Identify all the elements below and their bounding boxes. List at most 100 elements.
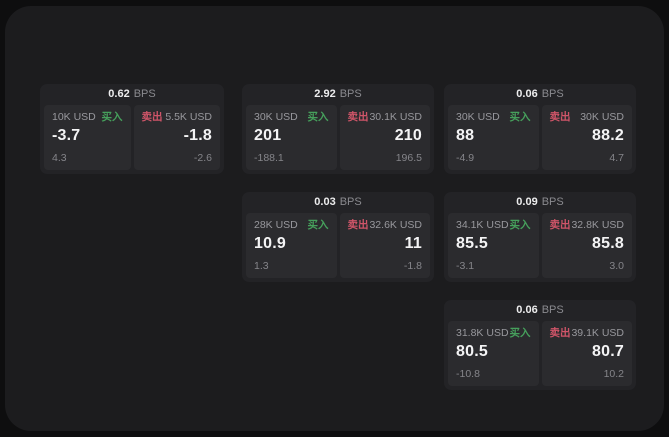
- buy-amount: 34.1K USD: [456, 219, 509, 231]
- sell-amount: 30K USD: [580, 111, 624, 123]
- bps-unit-label: BPS: [339, 88, 362, 100]
- sell-panel-top: 卖出 5.5K USD: [142, 112, 213, 123]
- quote-panels: 30K USD 买入 201 -188.1 卖出 30.1K USD 210 1…: [246, 105, 430, 170]
- buy-side-label: 买入: [101, 111, 123, 123]
- sell-amount: 30.1K USD: [369, 111, 422, 123]
- sell-sub-value: 3.0: [609, 259, 624, 272]
- sell-panel[interactable]: 卖出 5.5K USD -1.8 -2.6: [133, 105, 220, 170]
- buy-price: -3.7: [52, 126, 81, 144]
- buy-side-label: 买入: [509, 219, 531, 231]
- sell-amount: 32.8K USD: [571, 219, 624, 231]
- sell-side-label: 卖出: [347, 111, 369, 123]
- sell-price: -1.8: [183, 126, 212, 144]
- buy-panel[interactable]: 28K USD 买入 10.9 1.3: [246, 213, 337, 278]
- buy-price: 85.5: [456, 234, 488, 252]
- card-header: 0.06 BPS: [448, 84, 632, 105]
- buy-panel-top: 34.1K USD 买入: [456, 220, 531, 231]
- sell-sub-value: 196.5: [395, 151, 422, 164]
- buy-sub-value: -4.9: [456, 151, 475, 164]
- buy-amount: 30K USD: [254, 111, 298, 123]
- bps-unit-label: BPS: [133, 88, 156, 100]
- sell-side-label: 卖出: [549, 219, 571, 231]
- buy-sub-value: 1.3: [254, 259, 269, 272]
- buy-side-label: 买入: [509, 111, 531, 123]
- sell-side-label: 卖出: [549, 327, 571, 339]
- bps-value: 0.62: [108, 88, 130, 100]
- sell-price: 210: [394, 126, 422, 144]
- bps-unit-label: BPS: [541, 88, 564, 100]
- sell-panel[interactable]: 卖出 30K USD 88.2 4.7: [541, 105, 632, 170]
- buy-sub-value: 4.3: [52, 151, 67, 164]
- buy-amount: 10K USD: [52, 111, 96, 123]
- buy-panel-top: 28K USD 买入: [254, 220, 329, 231]
- card-header: 0.62 BPS: [44, 84, 220, 105]
- sell-panel-top: 卖出 30K USD: [550, 112, 625, 123]
- quote-card: 2.92 BPS 30K USD 买入 201 -188.1 卖出 30.1K …: [242, 84, 434, 174]
- buy-price: 88: [456, 126, 475, 144]
- buy-side-label: 买入: [307, 111, 329, 123]
- sell-sub-value: 10.2: [603, 367, 624, 380]
- sell-panel[interactable]: 卖出 32.6K USD 11 -1.8: [339, 213, 430, 278]
- bps-value: 0.09: [516, 196, 538, 208]
- buy-panel-top: 31.8K USD 买入: [456, 328, 531, 339]
- card-header: 0.03 BPS: [246, 192, 430, 213]
- bps-value: 0.03: [314, 196, 336, 208]
- buy-panel[interactable]: 30K USD 买入 201 -188.1: [246, 105, 337, 170]
- bps-unit-label: BPS: [541, 196, 564, 208]
- bps-value: 0.06: [516, 304, 538, 316]
- sell-price: 85.8: [592, 234, 624, 252]
- quote-card: 0.09 BPS 34.1K USD 买入 85.5 -3.1 卖出 32.8K…: [444, 192, 636, 282]
- sell-price: 11: [404, 234, 422, 252]
- buy-panel[interactable]: 10K USD 买入 -3.7 4.3: [44, 105, 131, 170]
- buy-amount: 31.8K USD: [456, 327, 509, 339]
- sell-price: 88.2: [592, 126, 624, 144]
- buy-sub-value: -10.8: [456, 367, 480, 380]
- quote-card: 0.62 BPS 10K USD 买入 -3.7 4.3 卖出 5.5K USD…: [40, 84, 224, 174]
- bps-unit-label: BPS: [541, 304, 564, 316]
- sell-panel-top: 卖出 39.1K USD: [550, 328, 625, 339]
- sell-sub-value: -1.8: [403, 259, 422, 272]
- sell-amount: 5.5K USD: [165, 111, 212, 123]
- sell-side-label: 卖出: [347, 219, 369, 231]
- buy-panel-top: 30K USD 买入: [456, 112, 531, 123]
- sell-sub-value: -2.6: [193, 151, 212, 164]
- sell-panel-top: 卖出 32.8K USD: [550, 220, 625, 231]
- buy-panel-top: 10K USD 买入: [52, 112, 123, 123]
- quote-card: 0.06 BPS 30K USD 买入 88 -4.9 卖出 30K USD 8…: [444, 84, 636, 174]
- buy-side-label: 买入: [509, 327, 531, 339]
- sell-price: 80.7: [592, 342, 624, 360]
- quote-panels: 30K USD 买入 88 -4.9 卖出 30K USD 88.2 4.7: [448, 105, 632, 170]
- buy-price: 201: [254, 126, 282, 144]
- sell-panel[interactable]: 卖出 30.1K USD 210 196.5: [339, 105, 430, 170]
- sell-amount: 32.6K USD: [369, 219, 422, 231]
- buy-amount: 30K USD: [456, 111, 500, 123]
- buy-sub-value: -188.1: [254, 151, 284, 164]
- buy-panel[interactable]: 30K USD 买入 88 -4.9: [448, 105, 539, 170]
- sell-amount: 39.1K USD: [571, 327, 624, 339]
- sell-panel[interactable]: 卖出 39.1K USD 80.7 10.2: [541, 321, 632, 386]
- buy-price: 10.9: [254, 234, 286, 252]
- buy-panel[interactable]: 34.1K USD 买入 85.5 -3.1: [448, 213, 539, 278]
- card-header: 0.09 BPS: [448, 192, 632, 213]
- quote-panels: 31.8K USD 买入 80.5 -10.8 卖出 39.1K USD 80.…: [448, 321, 632, 386]
- sell-panel-top: 卖出 32.6K USD: [348, 220, 423, 231]
- buy-sub-value: -3.1: [456, 259, 475, 272]
- sell-side-label: 卖出: [549, 111, 571, 123]
- bps-unit-label: BPS: [339, 196, 362, 208]
- bps-value: 0.06: [516, 88, 538, 100]
- card-header: 2.92 BPS: [246, 84, 430, 105]
- quote-panels: 10K USD 买入 -3.7 4.3 卖出 5.5K USD -1.8 -2.…: [44, 105, 220, 170]
- buy-side-label: 买入: [307, 219, 329, 231]
- buy-price: 80.5: [456, 342, 488, 360]
- quote-panels: 34.1K USD 买入 85.5 -3.1 卖出 32.8K USD 85.8…: [448, 213, 632, 278]
- buy-panel[interactable]: 31.8K USD 买入 80.5 -10.8: [448, 321, 539, 386]
- sell-panel[interactable]: 卖出 32.8K USD 85.8 3.0: [541, 213, 632, 278]
- sell-sub-value: 4.7: [609, 151, 624, 164]
- bps-value: 2.92: [314, 88, 336, 100]
- sell-panel-top: 卖出 30.1K USD: [348, 112, 423, 123]
- sell-side-label: 卖出: [141, 111, 163, 123]
- buy-amount: 28K USD: [254, 219, 298, 231]
- quote-card: 0.03 BPS 28K USD 买入 10.9 1.3 卖出 32.6K US…: [242, 192, 434, 282]
- quote-card: 0.06 BPS 31.8K USD 买入 80.5 -10.8 卖出 39.1…: [444, 300, 636, 390]
